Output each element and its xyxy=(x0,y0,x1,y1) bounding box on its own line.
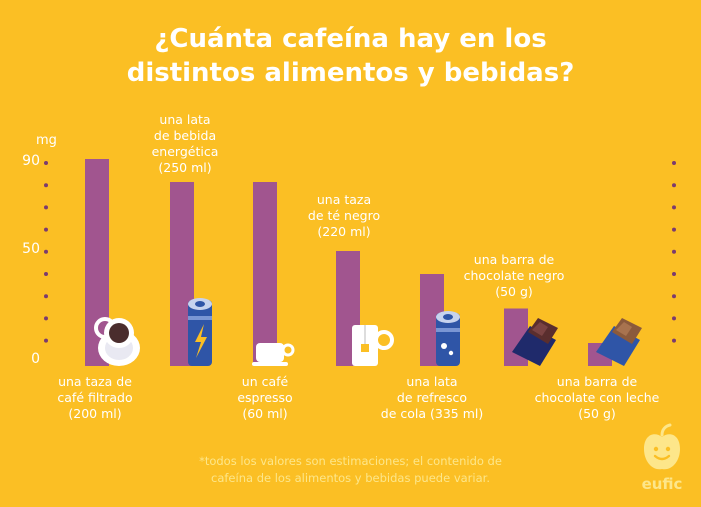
category-label-line: una barra de xyxy=(473,252,555,267)
category-label-line: espresso xyxy=(237,390,293,405)
category-label-line: una lata xyxy=(406,374,458,389)
espresso-cup-icon xyxy=(252,343,295,366)
right-axis-dot xyxy=(672,183,676,188)
category-label-7: una barra de chocolate con leche (50 g) xyxy=(535,374,660,422)
left-axis-dot xyxy=(44,227,48,232)
tea-mug-icon xyxy=(352,325,394,366)
y-tick-90: 90 xyxy=(22,153,40,169)
right-axis-dot xyxy=(672,272,676,276)
apple-face-icon xyxy=(644,423,680,470)
category-label-line: de té negro xyxy=(307,208,381,223)
category-label-line: de cola (335 ml) xyxy=(380,406,484,421)
left-axis-dot xyxy=(44,272,48,276)
category-label-line: energética xyxy=(151,144,219,159)
dark-chocolate-icon xyxy=(512,318,558,366)
coffee-cup-icon xyxy=(94,317,140,366)
category-label-line: café filtrado xyxy=(57,390,133,405)
left-axis-dot xyxy=(44,249,48,254)
right-axis-dot xyxy=(672,227,676,232)
title-line-2: distintos alimentos y bebidas? xyxy=(126,58,575,88)
right-axis-dot xyxy=(672,338,676,343)
right-axis-dot xyxy=(672,161,676,165)
title-line-1: ¿Cuánta cafeína hay en los xyxy=(154,24,547,54)
footnote-line-2: cafeína de los alimentos y bebidas puede… xyxy=(211,471,490,485)
category-label-line: (60 ml) xyxy=(242,406,288,421)
chart-title: ¿Cuánta cafeína hay en los distintos ali… xyxy=(0,22,701,90)
right-axis-dot xyxy=(672,294,676,299)
left-axis-dot xyxy=(44,294,48,299)
category-label-line: chocolate con leche xyxy=(534,390,660,405)
footnote-line-1: *todos los valores son estimaciones; el … xyxy=(199,454,502,468)
category-label-line: (50 g) xyxy=(495,284,533,299)
left-axis-dot xyxy=(44,338,48,343)
cola-can-icon xyxy=(436,311,460,366)
category-label-line: un café xyxy=(241,374,289,389)
right-axis-dot xyxy=(672,316,676,321)
category-label-2: una lata de bebida energética (250 ml) xyxy=(152,112,219,176)
energy-drink-can-icon xyxy=(188,298,212,366)
category-label-5: una lata de refresco de cola (335 ml) xyxy=(381,374,483,422)
y-tick-50: 50 xyxy=(22,241,40,257)
left-axis-dot xyxy=(44,161,48,165)
brand-name: eufic xyxy=(641,475,683,493)
category-label-line: una taza xyxy=(316,192,372,207)
right-axis-dot xyxy=(672,205,676,210)
category-label-line: de bebida xyxy=(153,128,217,143)
category-label-6: una barra de chocolate negro (50 g) xyxy=(464,252,565,300)
left-axis-dot xyxy=(44,205,48,210)
category-label-line: (50 g) xyxy=(578,406,616,421)
right-axis-dot xyxy=(672,249,676,254)
left-axis-dot xyxy=(44,316,48,321)
category-label-line: (200 ml) xyxy=(68,406,122,421)
category-label-4: una taza de té negro (220 ml) xyxy=(308,192,380,240)
y-tick-0: 0 xyxy=(31,351,40,367)
milk-chocolate-icon xyxy=(596,318,642,366)
bar-3 xyxy=(253,182,277,366)
category-label-line: una barra de xyxy=(556,374,638,389)
category-label-line: (220 ml) xyxy=(317,224,371,239)
eufic-logo: eufic xyxy=(632,423,692,499)
category-label-line: una taza de xyxy=(58,374,132,389)
category-label-line: chocolate negro xyxy=(463,268,565,283)
category-label-3: un café espresso (60 ml) xyxy=(237,374,292,422)
category-label-line: una lata xyxy=(159,112,211,127)
category-label-1: una taza de café filtrado (200 ml) xyxy=(57,374,132,422)
category-label-line: de refresco xyxy=(396,390,468,405)
left-axis-dot xyxy=(44,183,48,188)
category-label-line: (250 ml) xyxy=(158,160,212,175)
y-axis-unit: mg xyxy=(36,133,57,148)
footnote: *todos los valores son estimaciones; el … xyxy=(0,453,701,487)
